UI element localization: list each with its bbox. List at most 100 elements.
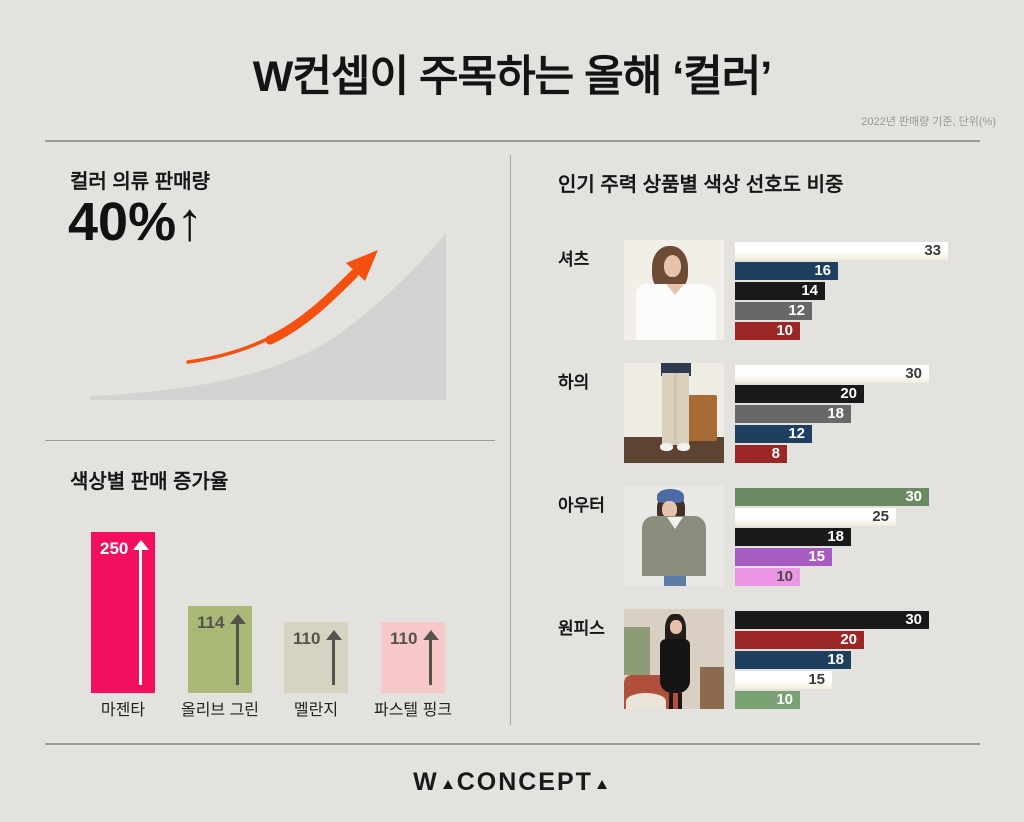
preference-value: 14 (801, 282, 818, 299)
preference-value: 12 (788, 302, 805, 319)
photo-art-shape (700, 667, 724, 709)
preference-value: 25 (872, 508, 889, 525)
preference-bar-ivory: 15 (735, 671, 832, 689)
preference-bars-shirts: 33 16 14 12 10 (735, 242, 948, 342)
preference-bar-pink: 10 (735, 568, 800, 586)
preference-value: 33 (924, 242, 941, 259)
growth-bar: 110 (284, 622, 348, 693)
preference-bar-green: 30 (735, 488, 929, 506)
shirt-model-photo (624, 240, 724, 340)
preference-value: 10 (776, 691, 793, 708)
preference-value: 30 (905, 365, 922, 382)
preference-bar-black: 18 (735, 528, 851, 546)
preference-bar-lightgreen: 10 (735, 691, 800, 709)
logo-text-w: W (413, 768, 439, 796)
photo-art-shape (662, 373, 689, 445)
preference-value: 15 (808, 671, 825, 688)
preference-bars-dress: 30 20 18 15 10 (735, 611, 929, 711)
preference-value: 30 (905, 611, 922, 628)
growth-value: 114 (197, 613, 225, 632)
up-arrow-icon (132, 540, 149, 685)
sales-growth-stat: 40%↑ (68, 192, 204, 252)
photo-art-shape (624, 627, 650, 675)
photo-art-shape (687, 395, 717, 441)
photo-art-shape (677, 443, 690, 451)
triangle-dot-icon (442, 780, 453, 789)
preference-bar-black: 14 (735, 282, 825, 300)
preference-bar-navy: 16 (735, 262, 838, 280)
preference-bar-darkred: 10 (735, 322, 800, 340)
growth-bar: 114 (188, 606, 252, 693)
preference-bar-ivory: 33 (735, 242, 948, 260)
photo-art-shape (669, 693, 673, 709)
growth-category-label: 파스텔 핑크 (373, 702, 453, 719)
growth-bar: 250 (91, 532, 155, 693)
growth-category-label: 올리브 그린 (180, 702, 260, 719)
section-heading-color-sales: 컬러 의류 판매량 (70, 171, 210, 193)
product-label-bottoms: 하의 (558, 373, 590, 392)
growth-category-label: 멜란지 (293, 702, 339, 719)
pants-model-photo (624, 363, 724, 463)
product-row-shirts: 셔츠 33 16 14 12 10 (558, 240, 998, 350)
growth-value: 250 (100, 539, 129, 558)
preference-bar-black: 30 (735, 611, 929, 629)
logo-text-concept: CONCEPT (456, 768, 593, 796)
product-label-shirts: 셔츠 (558, 250, 590, 269)
divider-bottom (45, 743, 980, 745)
growth-bar: 110 (381, 622, 445, 693)
preference-value: 12 (788, 425, 805, 442)
preference-value: 18 (827, 651, 844, 668)
gray-area-curve (90, 233, 446, 400)
preference-bars-bottoms: 30 20 18 12 8 (735, 365, 929, 465)
preference-bar-black: 20 (735, 385, 864, 403)
preference-value: 10 (776, 322, 793, 339)
preference-bar-navy: 12 (735, 425, 812, 443)
preference-bar-purple: 15 (735, 548, 832, 566)
preference-bar-ivory: 25 (735, 508, 896, 526)
product-row-outerwear: 아우터 30 25 18 15 10 (558, 486, 998, 596)
product-label-outerwear: 아우터 (558, 496, 605, 515)
orange-arrowhead-icon (346, 250, 378, 281)
growth-category-label: 마젠타 (100, 702, 146, 719)
photo-art-shape (661, 363, 691, 376)
dress-model-photo (624, 609, 724, 709)
divider-left-column (45, 440, 495, 441)
growth-value: 110 (390, 629, 418, 648)
up-arrow-icon (422, 630, 439, 685)
photo-art-shape (626, 693, 666, 709)
preference-bars-outerwear: 30 25 18 15 10 (735, 488, 929, 588)
photo-art-shape (667, 517, 683, 529)
page-title: W컨셉이 주목하는 올해 ‘컬러’ (252, 53, 772, 101)
photo-art-shape (670, 620, 682, 634)
preference-bar-gray: 18 (735, 405, 851, 423)
photo-art-shape (662, 501, 677, 518)
product-label-dress: 원피스 (558, 619, 605, 638)
jacket-model-photo (624, 486, 724, 586)
up-arrow-icon (229, 614, 246, 685)
triangle-dot-icon (596, 780, 607, 789)
photo-art-shape (660, 443, 673, 451)
photo-art-shape (678, 693, 682, 709)
preference-bar-navy: 18 (735, 651, 851, 669)
divider-vertical (510, 155, 511, 725)
section-heading-preference: 인기 주력 상품별 색상 선호도 비중 (558, 174, 844, 196)
photo-art-shape (666, 284, 684, 295)
preference-bar-gray: 12 (735, 302, 812, 320)
section-heading-growth-by-color: 색상별 판매 증가율 (70, 471, 229, 493)
product-row-bottoms: 하의 30 20 18 12 8 (558, 363, 998, 473)
preference-bar-darkred: 20 (735, 631, 864, 649)
preference-value: 10 (776, 568, 793, 585)
preference-value: 18 (827, 405, 844, 422)
orange-arrow-body (265, 269, 359, 345)
photo-art-shape (664, 576, 686, 586)
growth-value: 110 (293, 629, 321, 648)
preference-value: 16 (814, 262, 831, 279)
preference-value: 18 (827, 528, 844, 545)
preference-bar-darkred: 8 (735, 445, 787, 463)
data-basis-caption: 2022년 판매량 기준, 단위(%) (861, 116, 996, 128)
divider-top (45, 140, 980, 142)
vbar-chart: 250 마젠타 114 올리브 그린 110 멜란지 110 파스텔 핑크 (91, 520, 511, 720)
preference-value: 15 (808, 548, 825, 565)
photo-art-shape (657, 489, 684, 503)
